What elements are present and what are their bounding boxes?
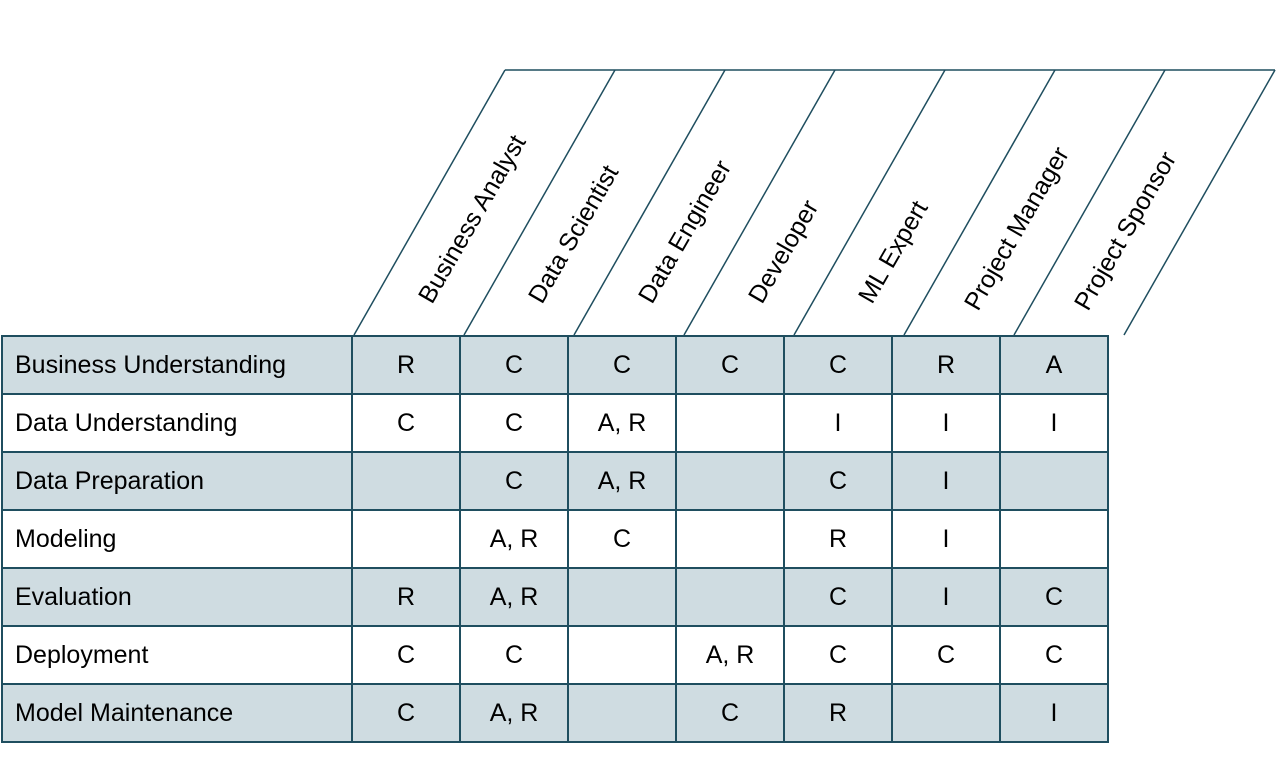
raci-cell: R bbox=[351, 567, 461, 627]
role-header: Business Analyst Data Scientist Data Eng… bbox=[353, 69, 1276, 336]
raci-cell: C bbox=[675, 335, 785, 395]
raci-cell: A, R bbox=[675, 625, 785, 685]
raci-cell bbox=[675, 393, 785, 453]
raci-cell: A, R bbox=[459, 683, 569, 743]
raci-cell: C bbox=[459, 393, 569, 453]
raci-cell bbox=[567, 683, 677, 743]
raci-cell bbox=[567, 567, 677, 627]
raci-cell bbox=[999, 509, 1109, 569]
raci-cell: A, R bbox=[567, 451, 677, 511]
raci-cell: C bbox=[783, 625, 893, 685]
raci-cell bbox=[675, 567, 785, 627]
raci-cell: A bbox=[999, 335, 1109, 395]
raci-cell: A, R bbox=[459, 509, 569, 569]
raci-cell bbox=[999, 451, 1109, 511]
raci-cell: R bbox=[783, 509, 893, 569]
role-header-business-analyst: Business Analyst bbox=[413, 130, 532, 308]
phase-label: Data Understanding bbox=[1, 393, 353, 453]
raci-cell bbox=[675, 451, 785, 511]
raci-cell: C bbox=[351, 683, 461, 743]
raci-cell: C bbox=[567, 509, 677, 569]
raci-cell: C bbox=[459, 451, 569, 511]
raci-cell: C bbox=[351, 625, 461, 685]
table-row: Data Preparation C A, R C I bbox=[1, 451, 1109, 511]
raci-cell: I bbox=[999, 393, 1109, 453]
raci-cell bbox=[351, 509, 461, 569]
raci-cell: C bbox=[783, 335, 893, 395]
raci-cell: R bbox=[891, 335, 1001, 395]
raci-cell: C bbox=[351, 393, 461, 453]
raci-cell: C bbox=[999, 625, 1109, 685]
raci-cell: C bbox=[999, 567, 1109, 627]
raci-cell: I bbox=[891, 393, 1001, 453]
raci-cell: C bbox=[459, 335, 569, 395]
raci-cell: C bbox=[675, 683, 785, 743]
raci-cell: I bbox=[891, 451, 1001, 511]
raci-cell: C bbox=[783, 451, 893, 511]
raci-cell: R bbox=[351, 335, 461, 395]
phase-label: Business Understanding bbox=[1, 335, 353, 395]
raci-cell: I bbox=[891, 509, 1001, 569]
phase-label: Deployment bbox=[1, 625, 353, 685]
role-header-project-sponsor: Project Sponsor bbox=[1069, 147, 1182, 315]
role-header-data-engineer: Data Engineer bbox=[633, 156, 737, 308]
raci-cell bbox=[567, 625, 677, 685]
phase-label: Data Preparation bbox=[1, 451, 353, 511]
table-row: Deployment C C A, R C C C bbox=[1, 625, 1109, 685]
role-header-ml-expert: ML Expert bbox=[853, 196, 934, 308]
raci-matrix: Business Understanding R C C C C R A Dat… bbox=[1, 335, 1109, 743]
raci-cell: A, R bbox=[567, 393, 677, 453]
raci-cell bbox=[675, 509, 785, 569]
raci-cell: I bbox=[999, 683, 1109, 743]
raci-cell bbox=[891, 683, 1001, 743]
raci-cell: R bbox=[783, 683, 893, 743]
table-row: Business Understanding R C C C C R A bbox=[1, 335, 1109, 395]
raci-cell: C bbox=[459, 625, 569, 685]
table-row: Model Maintenance C A, R C R I bbox=[1, 683, 1109, 743]
table-row: Data Understanding C C A, R I I I bbox=[1, 393, 1109, 453]
table-row: Modeling A, R C R I bbox=[1, 509, 1109, 569]
header-grid bbox=[353, 69, 1276, 336]
table-row: Evaluation R A, R C I C bbox=[1, 567, 1109, 627]
raci-cell bbox=[351, 451, 461, 511]
role-header-developer: Developer bbox=[743, 195, 824, 308]
raci-cell: I bbox=[891, 567, 1001, 627]
role-header-data-scientist: Data Scientist bbox=[523, 160, 624, 308]
phase-label: Evaluation bbox=[1, 567, 353, 627]
raci-cell: I bbox=[783, 393, 893, 453]
role-header-project-manager: Project Manager bbox=[959, 142, 1075, 315]
phase-label: Modeling bbox=[1, 509, 353, 569]
raci-cell: A, R bbox=[459, 567, 569, 627]
raci-cell: C bbox=[891, 625, 1001, 685]
raci-cell: C bbox=[783, 567, 893, 627]
raci-cell: C bbox=[567, 335, 677, 395]
phase-label: Model Maintenance bbox=[1, 683, 353, 743]
